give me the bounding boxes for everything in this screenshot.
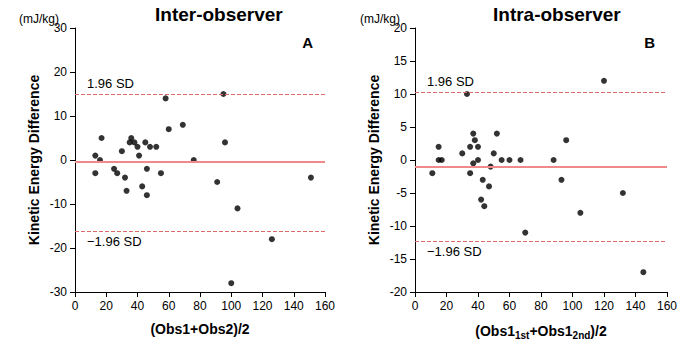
svg-text:120: 120 <box>594 299 614 313</box>
svg-text:(mJ/kg): (mJ/kg) <box>360 12 400 26</box>
svg-text:140: 140 <box>625 299 645 313</box>
svg-text:1.96 SD: 1.96 SD <box>427 74 474 89</box>
svg-text:0: 0 <box>412 299 419 313</box>
svg-text:20: 20 <box>440 299 454 313</box>
svg-text:0: 0 <box>60 153 67 167</box>
svg-text:1.96 SD: 1.96 SD <box>87 76 134 91</box>
svg-text:−1.96 SD: −1.96 SD <box>87 234 142 249</box>
svg-text:5: 5 <box>400 120 407 134</box>
svg-text:+Obs1: +Obs1 <box>529 323 572 339</box>
svg-text:1st: 1st <box>515 330 530 341</box>
svg-text:160: 160 <box>657 299 677 313</box>
svg-text:20: 20 <box>54 65 68 79</box>
svg-text:15: 15 <box>394 54 408 68</box>
svg-text:(Obs1+Obs2)/2: (Obs1+Obs2)/2 <box>150 321 249 337</box>
svg-text:80: 80 <box>534 299 548 313</box>
svg-text:-5: -5 <box>396 186 407 200</box>
svg-text:20: 20 <box>100 299 114 313</box>
svg-text:(mJ/kg): (mJ/kg) <box>19 12 59 26</box>
svg-text:2nd: 2nd <box>573 330 591 341</box>
svg-text:100: 100 <box>562 299 582 313</box>
svg-text:-20: -20 <box>390 285 408 299</box>
svg-text:60: 60 <box>162 299 176 313</box>
svg-text:Intra-observer: Intra-observer <box>493 4 621 25</box>
svg-text:20: 20 <box>393 21 407 35</box>
svg-text:10: 10 <box>394 87 408 101</box>
svg-text:30: 30 <box>53 21 67 35</box>
svg-text:40: 40 <box>131 299 145 313</box>
svg-text:0: 0 <box>72 299 79 313</box>
svg-text:B: B <box>644 34 655 51</box>
svg-text:80: 80 <box>193 299 207 313</box>
svg-text:Kinetic Energy Difference: Kinetic Energy Difference <box>366 75 382 246</box>
svg-text:Kinetic Energy Difference: Kinetic Energy Difference <box>26 75 42 246</box>
svg-text:160: 160 <box>315 299 335 313</box>
svg-text:-10: -10 <box>50 197 68 211</box>
svg-text:)/2: )/2 <box>590 323 607 339</box>
svg-text:-30: -30 <box>50 285 68 299</box>
svg-text:40: 40 <box>471 299 485 313</box>
svg-text:(Obs1: (Obs1 <box>475 323 515 339</box>
svg-text:A: A <box>302 34 313 51</box>
svg-text:120: 120 <box>252 299 272 313</box>
svg-text:140: 140 <box>284 299 304 313</box>
svg-text:10: 10 <box>54 109 68 123</box>
svg-text:-20: -20 <box>50 241 68 255</box>
svg-text:0: 0 <box>400 153 407 167</box>
svg-text:Inter-observer: Inter-observer <box>155 4 283 25</box>
svg-text:-15: -15 <box>390 252 408 266</box>
svg-text:−1.96 SD: −1.96 SD <box>427 244 482 259</box>
svg-text:-10: -10 <box>390 219 408 233</box>
svg-text:60: 60 <box>503 299 517 313</box>
svg-text:100: 100 <box>221 299 241 313</box>
